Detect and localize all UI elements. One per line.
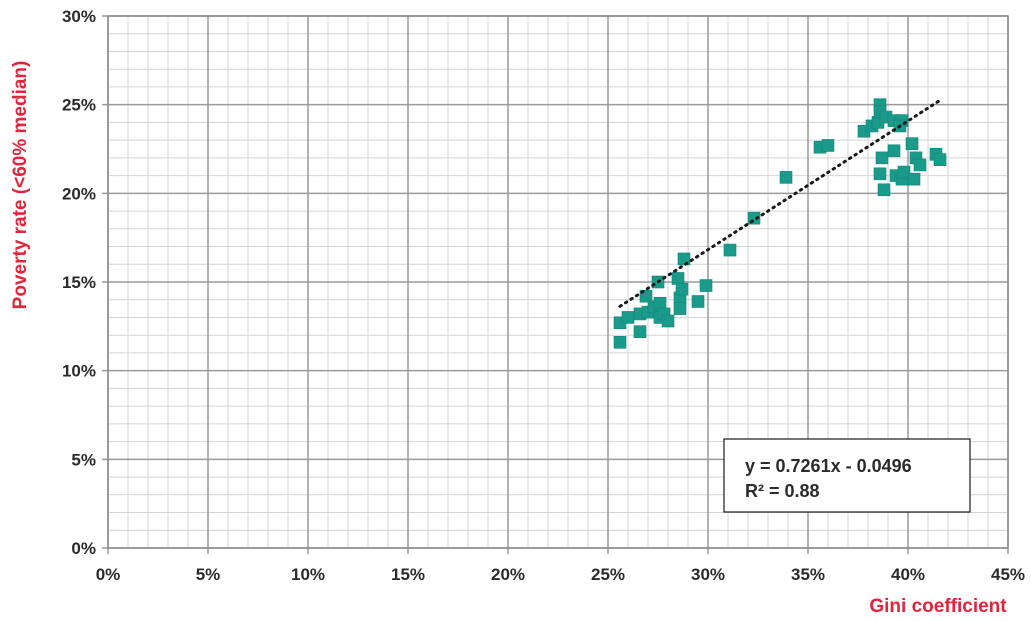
- data-point: [621, 311, 635, 324]
- data-point: [905, 137, 919, 150]
- y-axis-tick-labels: 0% 5% 10% 15% 20% 25% 30%: [62, 7, 96, 558]
- x-tick-label: 45%: [991, 565, 1025, 584]
- x-tick-label: 5%: [196, 565, 221, 584]
- data-point: [873, 167, 887, 181]
- y-tick-label: 5%: [71, 450, 96, 469]
- data-point: [699, 279, 713, 292]
- x-tick-label: 20%: [491, 565, 525, 584]
- data-point: [671, 272, 685, 285]
- data-point: [691, 295, 705, 308]
- data-point: [913, 158, 927, 172]
- y-tick-label: 25%: [62, 96, 96, 115]
- data-point: [723, 243, 737, 257]
- x-tick-label: 15%: [391, 565, 425, 584]
- trendline: [618, 98, 942, 308]
- data-point: [779, 171, 793, 184]
- x-axis-tick-labels: 0% 5% 10% 15% 20% 25% 30% 35% 40% 45%: [96, 565, 1025, 584]
- plot-area-border: [107, 15, 1009, 549]
- x-tick-label: 25%: [591, 565, 625, 584]
- y-tick-label: 15%: [62, 273, 96, 292]
- x-axis-title: Gini coefficient: [869, 596, 1007, 617]
- y-tick-label: 10%: [62, 362, 96, 381]
- data-point: [673, 302, 687, 315]
- x-tick-label: 40%: [891, 565, 925, 584]
- data-point: [661, 314, 675, 328]
- x-tick-label: 35%: [791, 565, 825, 584]
- data-point: [653, 296, 667, 310]
- y-tick-label: 20%: [62, 184, 96, 203]
- trendline-equation: y = 0.7261x - 0.0496: [745, 456, 912, 476]
- data-point: [933, 153, 947, 166]
- data-point: [897, 165, 911, 179]
- x-tick-label: 0%: [96, 565, 121, 584]
- data-point: [875, 151, 889, 165]
- y-tick-label: 30%: [62, 7, 96, 26]
- y-axis-title: Poverty rate (<60% median): [10, 61, 31, 310]
- data-point: [613, 335, 627, 349]
- data-point: [907, 172, 921, 186]
- data-point: [821, 139, 835, 152]
- data-points: [613, 98, 947, 349]
- data-point: [877, 183, 891, 197]
- data-point: [675, 282, 689, 296]
- x-tick-label: 30%: [691, 565, 725, 584]
- data-point: [633, 325, 647, 338]
- x-tick-label: 10%: [291, 565, 325, 584]
- y-tick-label: 0%: [71, 539, 96, 558]
- trendline-r-squared: R² = 0.88: [745, 481, 820, 501]
- data-point: [887, 144, 901, 158]
- equation-box: y = 0.7261x - 0.0496 R² = 0.88: [723, 438, 971, 513]
